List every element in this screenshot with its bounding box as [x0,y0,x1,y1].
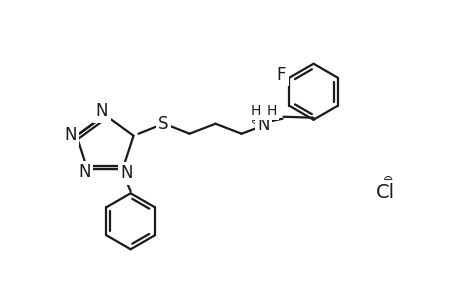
Text: N: N [257,116,269,134]
Text: N: N [120,164,133,182]
Text: S: S [158,115,168,133]
Text: ⊕: ⊕ [250,116,260,126]
Text: N: N [78,163,90,181]
Text: H: H [266,104,276,118]
Text: ⊖: ⊖ [382,173,392,187]
Text: N: N [95,102,108,120]
Text: N: N [64,126,77,144]
Text: H: H [250,104,260,118]
Text: Cl: Cl [375,182,394,202]
Text: F: F [276,66,285,84]
